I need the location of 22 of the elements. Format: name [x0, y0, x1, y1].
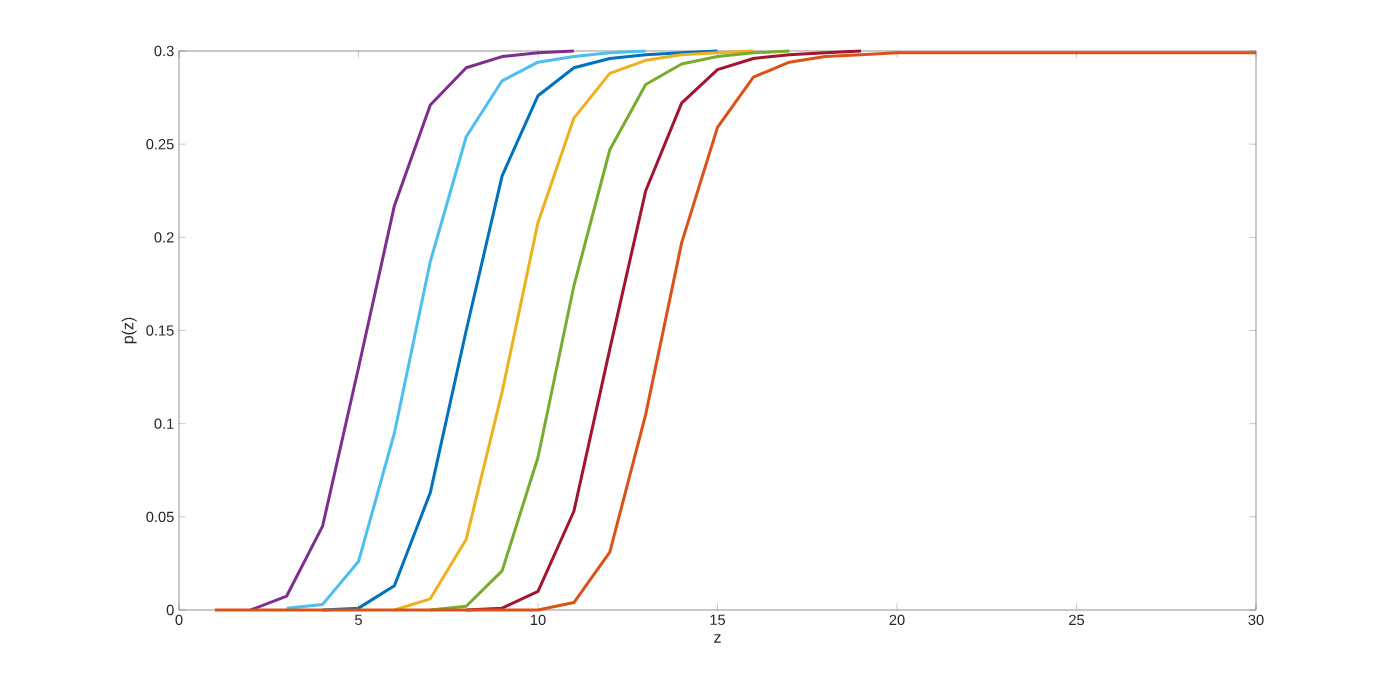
line-series — [428, 49, 791, 612]
x-tick-label: 15 — [710, 614, 726, 625]
x-tick-label: 5 — [355, 614, 362, 625]
y-tick-label: 0.2 — [154, 232, 174, 243]
y-tick-label: 0.25 — [146, 138, 174, 150]
x-tick-label: 25 — [1069, 614, 1085, 626]
x-axis-title: z — [714, 634, 721, 643]
y-tick-label: 0 — [166, 604, 174, 616]
y-tick-label: 0.1 — [154, 418, 174, 429]
x-tick-label: 0 — [175, 614, 183, 626]
line-series — [464, 49, 863, 612]
y-tick-label: 0.3 — [154, 45, 174, 57]
x-tick-label: 20 — [889, 614, 905, 626]
y-axis-title: p(z) — [121, 317, 137, 344]
x-tick-label: 10 — [530, 614, 546, 626]
x-tick-label: 30 — [1248, 614, 1264, 626]
y-tick-label: 0.15 — [146, 325, 174, 336]
line-series — [249, 49, 576, 612]
line-series — [392, 49, 755, 612]
line-series — [285, 49, 648, 610]
line-series — [321, 49, 720, 612]
y-tick-label: 0.05 — [146, 511, 174, 523]
